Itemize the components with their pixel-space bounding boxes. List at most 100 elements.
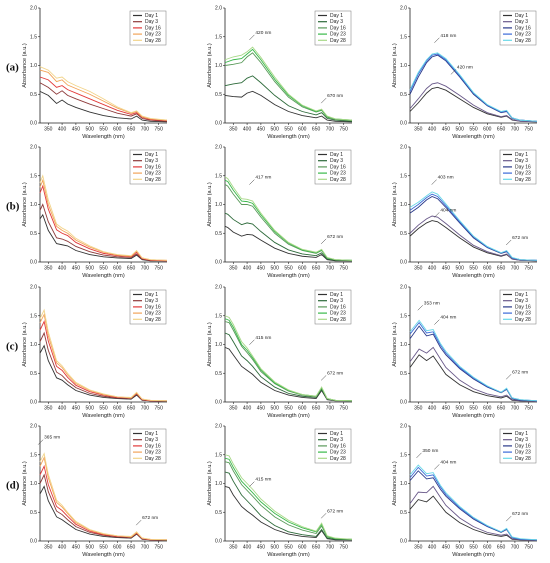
y-tick-label: 1.5 [215, 452, 222, 458]
y-tick-label: 1.0 [400, 202, 407, 208]
y-tick-label: 1.0 [215, 63, 222, 69]
annotation-arrow [417, 305, 423, 311]
peak-annotation: 415 nm [255, 335, 271, 341]
y-tick-label: 1.5 [30, 34, 37, 40]
x-tick-label: 600 [483, 266, 492, 272]
y-axis-label: Absorbance (a.u.) [22, 182, 28, 227]
legend-entry: Day 16 [145, 25, 161, 31]
series-line-day-28 [39, 66, 168, 121]
annotation-arrow [434, 464, 440, 470]
y-tick-label: 0.5 [215, 371, 222, 377]
y-tick-label: 0.5 [215, 92, 222, 98]
y-axis-label: Absorbance (a.u.) [22, 461, 28, 506]
legend-entry: Day 16 [515, 304, 531, 310]
panel-c3: 350 400 450 500 550 600 650 700 750 0.0 0.5 1.0 1.5 2… [392, 285, 538, 419]
legend-entry: Day 23 [330, 450, 346, 456]
y-tick-label: 2.0 [400, 145, 407, 151]
x-tick-label: 750 [525, 266, 534, 272]
x-tick-label: 700 [511, 266, 520, 272]
legend-entry: Day 1 [145, 13, 158, 19]
x-tick-label: 600 [483, 406, 492, 412]
legend-entry: Day 1 [330, 431, 343, 437]
legend-entry: Day 23 [515, 32, 531, 38]
series-line-day-1 [409, 86, 538, 123]
y-tick-label: 0.5 [400, 371, 407, 377]
x-axis-label: Wavelength (nm) [452, 413, 495, 419]
series-line-day-16 [224, 52, 353, 122]
series-line-day-28 [39, 308, 168, 402]
x-axis-label: Wavelength (nm) [452, 273, 495, 279]
panel-a2: 350 400 450 500 550 600 650 700 750 0.0 0.5 1.0 1.5 2… [207, 6, 353, 140]
series-line-day-3 [409, 82, 538, 123]
x-tick-label: 450 [442, 127, 451, 133]
annotation-arrow [249, 339, 255, 345]
x-tick-label: 600 [113, 406, 122, 412]
series-line-day-16 [39, 184, 168, 262]
panel-a1: 350 400 450 500 550 600 650 700 750 0.0 0.5 1.0 1.5 2… [22, 6, 168, 140]
x-tick-label: 700 [141, 127, 150, 133]
peak-annotation: 672 nm [512, 511, 528, 517]
series-line-day-16 [224, 321, 353, 402]
x-axis-label: Wavelength (nm) [82, 134, 125, 140]
legend-entry: Day 28 [330, 38, 346, 44]
annotation-arrow [434, 319, 440, 325]
peak-annotation: 417 nm [255, 175, 271, 181]
x-tick-label: 450 [72, 127, 81, 133]
x-tick-label: 650 [127, 406, 136, 412]
legend-entry: Day 3 [330, 437, 343, 443]
series-line-day-16 [39, 320, 167, 402]
x-tick-label: 400 [243, 127, 252, 133]
legend-entry: Day 1 [515, 13, 528, 19]
series-line-day-3 [224, 212, 353, 262]
panel-a3: 350 400 450 500 550 600 650 700 750 0.0 0.5 1.0 1.5 2… [392, 6, 538, 140]
series-line-day-23 [39, 313, 168, 402]
x-tick-label: 450 [72, 545, 81, 551]
series-line-day-3 [409, 215, 538, 262]
x-tick-label: 700 [511, 127, 520, 133]
x-tick-label: 400 [243, 545, 252, 551]
series-line-day-28 [224, 454, 353, 540]
annotation-arrow [320, 97, 327, 104]
legend-entry: Day 23 [145, 450, 161, 456]
series-line-day-23 [39, 178, 168, 261]
x-axis-label: Wavelength (nm) [82, 273, 125, 279]
legend-entry: Day 23 [145, 32, 161, 38]
x-tick-label: 600 [483, 545, 492, 551]
annotation-arrow [505, 374, 512, 380]
row-label-0: (a) [6, 62, 19, 74]
panel-c1: 350 400 450 500 550 600 650 700 750 0.0 0.5 1.0 1.5 2… [22, 285, 168, 419]
legend-entry: Day 3 [330, 158, 343, 164]
y-tick-label: 1.0 [215, 202, 222, 208]
legend-entry: Day 1 [330, 13, 343, 19]
series-line-day-16 [409, 54, 538, 122]
peak-annotation: 418 nm [440, 33, 456, 39]
y-tick-label: 2.0 [30, 145, 37, 151]
x-tick-label: 350 [229, 127, 238, 133]
legend-entry: Day 3 [515, 437, 528, 443]
legend-entry: Day 3 [330, 298, 343, 304]
legend-entry: Day 1 [515, 152, 528, 158]
series-line-day-28 [409, 319, 538, 402]
x-tick-label: 750 [525, 545, 534, 551]
series-line-day-3 [224, 75, 353, 122]
x-tick-label: 350 [414, 127, 423, 133]
series-line-day-3 [409, 485, 538, 541]
peak-annotation: 403 nm [438, 175, 454, 181]
series-line-day-23 [39, 456, 168, 541]
legend-entry: Day 1 [515, 292, 528, 298]
y-tick-label: 1.5 [30, 173, 37, 179]
series-line-day-1 [224, 225, 352, 262]
y-tick-label: 0.5 [400, 92, 407, 98]
legend-entry: Day 16 [330, 164, 346, 170]
x-tick-label: 700 [326, 406, 335, 412]
series-line-day-28 [409, 464, 538, 541]
series-line-day-16 [409, 195, 538, 261]
y-tick-label: 1.5 [30, 313, 37, 319]
y-tick-label: 2.0 [30, 285, 37, 291]
legend-entry: Day 16 [330, 304, 346, 310]
series-line-day-23 [224, 179, 353, 261]
annotation-arrow [450, 69, 457, 75]
x-tick-label: 450 [442, 406, 451, 412]
y-tick-label: 0.0 [400, 539, 407, 545]
